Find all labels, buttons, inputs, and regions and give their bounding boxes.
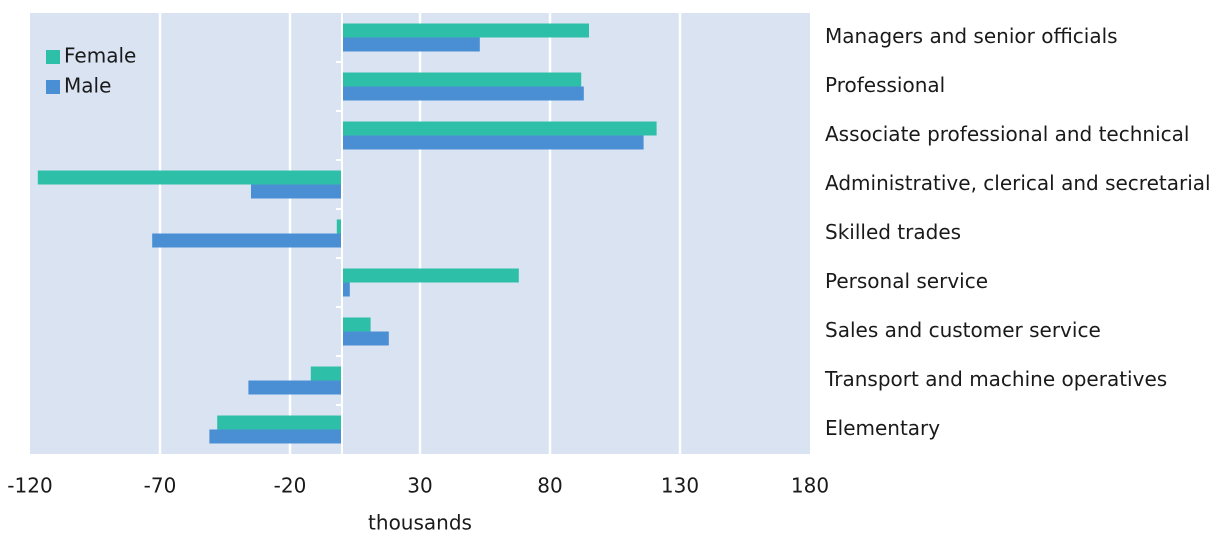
category-label: Elementary bbox=[825, 416, 940, 440]
x-tick-label: -70 bbox=[144, 474, 177, 498]
category-label: Transport and machine operatives bbox=[824, 367, 1167, 391]
x-tick-label: 80 bbox=[537, 474, 562, 498]
x-tick-label: 180 bbox=[791, 474, 829, 498]
bar bbox=[342, 282, 350, 297]
category-label: Managers and senior officials bbox=[825, 24, 1118, 48]
bar bbox=[248, 380, 342, 395]
category-label: Personal service bbox=[825, 269, 988, 293]
bar bbox=[342, 37, 480, 52]
legend-swatch bbox=[46, 80, 60, 94]
legend-label: Female bbox=[64, 44, 136, 68]
bar bbox=[251, 184, 342, 199]
bar bbox=[37, 170, 343, 185]
x-tick-label: 30 bbox=[407, 474, 432, 498]
x-tick-label: -20 bbox=[274, 474, 307, 498]
bar bbox=[310, 366, 342, 381]
category-label: Sales and customer service bbox=[825, 318, 1101, 342]
bar bbox=[342, 135, 644, 150]
x-tick-label: 130 bbox=[661, 474, 699, 498]
bar bbox=[342, 23, 589, 38]
bar bbox=[342, 268, 519, 283]
bar bbox=[342, 121, 657, 136]
bar bbox=[342, 86, 584, 101]
category-label: Professional bbox=[825, 73, 945, 97]
bar bbox=[336, 219, 342, 234]
bar bbox=[152, 233, 342, 248]
bar bbox=[342, 72, 582, 87]
x-axis-label: thousands bbox=[368, 511, 472, 535]
bar bbox=[342, 317, 371, 332]
bar bbox=[209, 429, 342, 444]
legend-swatch bbox=[46, 50, 60, 64]
category-label: Associate professional and technical bbox=[825, 122, 1189, 146]
category-label: Administrative, clerical and secretarial bbox=[825, 171, 1211, 195]
bar bbox=[217, 415, 342, 430]
bar bbox=[342, 331, 389, 346]
x-tick-label: -120 bbox=[7, 474, 52, 498]
category-label: Skilled trades bbox=[825, 220, 961, 244]
legend-label: Male bbox=[64, 74, 111, 98]
